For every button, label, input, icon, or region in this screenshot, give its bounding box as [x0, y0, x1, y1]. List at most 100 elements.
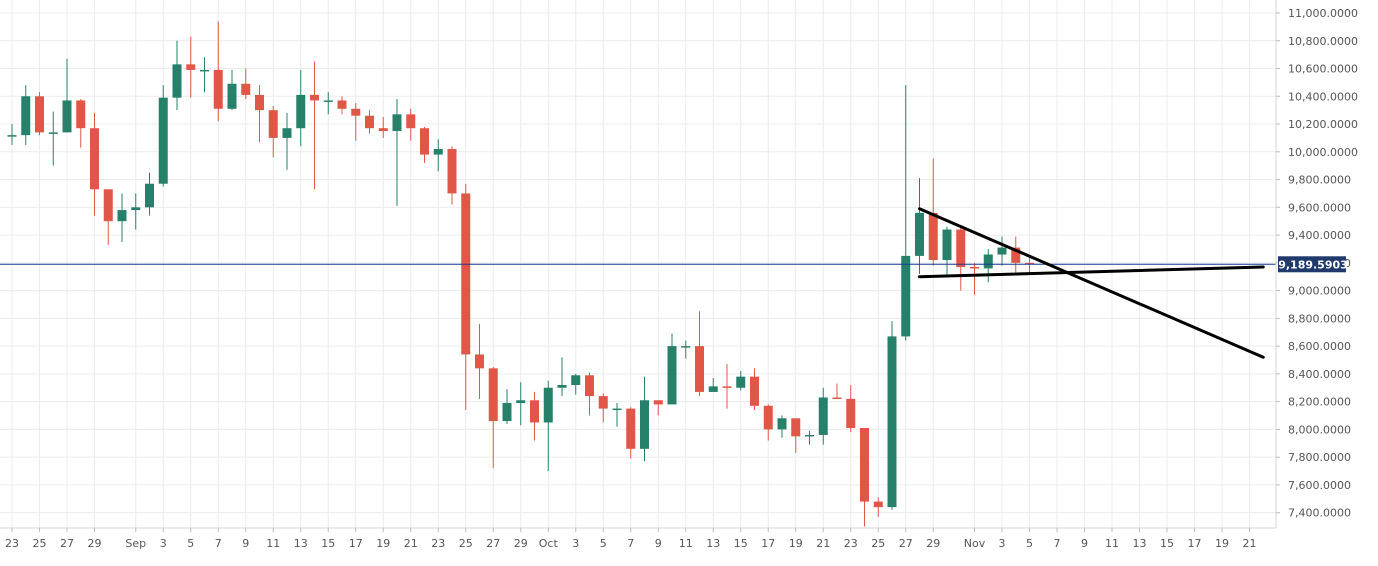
time-axis-tick-label: 25	[33, 537, 47, 550]
time-axis-tick-label: 15	[321, 537, 335, 550]
candle-body	[186, 64, 196, 70]
candle	[818, 387, 828, 445]
candle-body	[241, 83, 251, 95]
candle-body	[695, 346, 704, 392]
candle-body	[21, 96, 31, 136]
candle	[392, 99, 402, 206]
candle	[997, 236, 1007, 266]
candle	[296, 69, 306, 147]
candle-body	[626, 408, 636, 449]
candle	[530, 391, 539, 441]
time-axis-tick-label: 15	[1160, 537, 1174, 550]
candle	[791, 418, 801, 453]
time-axis-tick-label: 21	[1243, 537, 1257, 550]
candle	[310, 61, 319, 190]
candle	[805, 430, 814, 445]
price-axis-tick-label: 7,600.0000	[1288, 479, 1351, 492]
candle-body	[832, 397, 842, 399]
candle-body	[901, 255, 911, 337]
candle	[323, 92, 333, 115]
candle-body	[997, 247, 1007, 255]
candle	[117, 193, 127, 243]
time-axis-tick-label: 25	[459, 537, 473, 550]
candle-body	[708, 386, 718, 392]
candle	[35, 92, 44, 136]
candle-body	[433, 149, 443, 155]
candle-body	[378, 128, 388, 131]
candle	[227, 69, 237, 111]
candle	[488, 366, 498, 469]
candle	[887, 321, 897, 510]
time-axis-tick-label: 29	[514, 537, 528, 550]
candle	[365, 110, 374, 134]
candle-layer	[7, 21, 1034, 527]
candle-body	[268, 110, 278, 138]
candle	[502, 389, 512, 424]
time-axis-tick-label: 21	[404, 537, 418, 550]
time-axis-tick-label: 17	[349, 537, 363, 550]
last-price-label-text: 9,189.5903	[1278, 258, 1348, 271]
price-axis-tick-label: 9,600.0000	[1288, 201, 1351, 214]
price-axis-tick-label: 10,000.0000	[1288, 146, 1358, 159]
candle-body	[722, 386, 732, 388]
time-axis-tick-label: 19	[789, 537, 803, 550]
time-axis-tick-label: 7	[1054, 537, 1061, 550]
price-axis-tick-label: 9,000.0000	[1288, 285, 1351, 298]
candle	[928, 158, 938, 266]
candle	[585, 372, 594, 416]
candle-body	[805, 434, 814, 437]
candle-body	[502, 403, 512, 422]
candle	[337, 96, 347, 115]
candle	[131, 193, 141, 230]
candle	[708, 378, 718, 392]
time-axis[interactable]: 23 25 27 29 Sep 3 5 7 9 11 13 15 17 19 21 23 25 27 29 Oct 3 5…	[5, 528, 1257, 550]
candle-body	[351, 108, 361, 116]
candle-body	[227, 83, 237, 109]
price-axis-tick-label: 9,800.0000	[1288, 174, 1351, 187]
candle-body	[598, 396, 608, 409]
candle-body	[337, 100, 347, 109]
candle	[983, 248, 993, 283]
candle-body	[667, 346, 677, 405]
time-axis-tick-label: 25	[871, 537, 885, 550]
candle-body	[887, 336, 897, 508]
candle-body	[447, 149, 457, 194]
candle-body	[365, 115, 374, 129]
candle-body	[172, 64, 182, 98]
candle	[282, 112, 292, 170]
candle-body	[35, 96, 44, 133]
candle	[543, 380, 553, 472]
price-axis-tick-label: 8,600.0000	[1288, 340, 1351, 353]
candle	[172, 40, 182, 111]
candle	[915, 178, 924, 274]
price-axis[interactable]: 7,400.0000 7,600.0000 7,800.0000 8,000.0000…	[1276, 7, 1358, 520]
time-axis-tick-label: 11	[266, 537, 280, 550]
time-axis-tick-label: 17	[761, 537, 775, 550]
candle	[268, 105, 278, 158]
time-axis-tick-label: 23	[431, 537, 445, 550]
time-axis-tick-label: 23	[844, 537, 858, 550]
candle-body	[928, 212, 938, 261]
candle-body	[640, 400, 649, 449]
candle	[90, 112, 99, 216]
candle-body	[323, 100, 333, 102]
price-axis-tick-label: 10,200.0000	[1288, 118, 1358, 131]
candle-body	[488, 368, 498, 422]
candle-body	[103, 189, 113, 222]
candle-body	[76, 100, 86, 129]
time-axis-tick-label: 27	[486, 537, 500, 550]
candle	[901, 85, 911, 341]
candle	[571, 373, 581, 395]
candle	[406, 108, 416, 141]
candle-body	[7, 135, 17, 137]
candle	[62, 58, 72, 133]
candle-body	[585, 375, 594, 397]
candle	[461, 183, 471, 410]
candle	[158, 85, 168, 187]
candle-body	[117, 210, 127, 222]
candle-body	[956, 229, 966, 268]
candle-body	[557, 384, 567, 388]
time-axis-tick-label: 5	[600, 537, 607, 550]
candle	[970, 262, 979, 295]
